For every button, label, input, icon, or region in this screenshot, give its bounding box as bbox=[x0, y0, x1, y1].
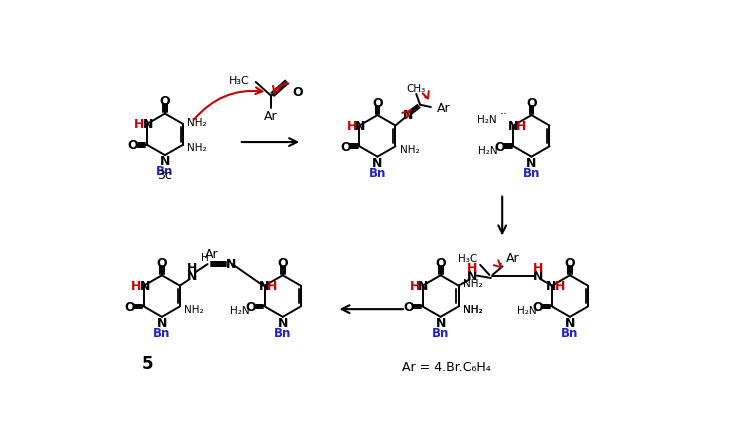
Text: N: N bbox=[159, 155, 170, 168]
Text: Bn: Bn bbox=[523, 166, 540, 179]
Text: O: O bbox=[565, 256, 575, 269]
Text: N: N bbox=[259, 279, 269, 293]
Text: O: O bbox=[128, 139, 139, 152]
Text: N: N bbox=[418, 279, 429, 293]
Text: N: N bbox=[277, 316, 288, 329]
Text: O: O bbox=[494, 141, 505, 154]
Text: H₂N: H₂N bbox=[478, 146, 498, 156]
Text: N: N bbox=[533, 270, 543, 283]
Text: H: H bbox=[516, 120, 526, 133]
Text: O: O bbox=[293, 86, 303, 99]
Text: NH₂: NH₂ bbox=[399, 144, 419, 154]
Text: Bn: Bn bbox=[432, 326, 449, 339]
Text: 3c: 3c bbox=[157, 168, 173, 181]
Text: N: N bbox=[565, 316, 575, 329]
Text: N: N bbox=[139, 279, 150, 293]
Text: Bn: Bn bbox=[369, 166, 386, 179]
Text: H: H bbox=[131, 279, 142, 293]
Text: Ar: Ar bbox=[264, 109, 278, 122]
Text: O: O bbox=[246, 300, 256, 313]
Text: Ar: Ar bbox=[204, 247, 218, 260]
Text: Bn: Bn bbox=[274, 326, 292, 339]
Text: NH₂: NH₂ bbox=[187, 143, 207, 153]
Text: Bn: Bn bbox=[156, 164, 173, 178]
Text: 5: 5 bbox=[142, 354, 154, 372]
Text: H: H bbox=[467, 261, 477, 274]
Text: H: H bbox=[533, 261, 543, 274]
Text: H: H bbox=[267, 279, 277, 293]
Text: N: N bbox=[546, 279, 556, 293]
Text: N: N bbox=[142, 118, 153, 131]
Text: H₂N: H₂N bbox=[517, 306, 537, 316]
Text: N: N bbox=[226, 257, 236, 270]
Text: O: O bbox=[340, 141, 351, 154]
Text: Ar: Ar bbox=[506, 252, 520, 264]
Text: NH₂: NH₂ bbox=[187, 117, 207, 127]
Text: Bn: Bn bbox=[154, 326, 170, 339]
Text: O: O bbox=[159, 95, 170, 108]
Text: N: N bbox=[355, 120, 365, 133]
Text: ··: ·· bbox=[500, 108, 508, 120]
Text: H₂N: H₂N bbox=[230, 306, 249, 316]
Text: H: H bbox=[201, 253, 209, 263]
Text: O: O bbox=[435, 256, 446, 269]
Text: NH₂: NH₂ bbox=[463, 279, 482, 289]
Text: H₃C: H₃C bbox=[458, 253, 477, 263]
Text: NH₂: NH₂ bbox=[463, 304, 482, 314]
Text: CH₃: CH₃ bbox=[407, 84, 426, 94]
Text: N: N bbox=[156, 316, 167, 329]
Text: O: O bbox=[156, 256, 168, 269]
Text: H: H bbox=[134, 118, 145, 131]
Text: H: H bbox=[410, 279, 420, 293]
Text: N: N bbox=[526, 156, 537, 169]
Text: N: N bbox=[508, 120, 518, 133]
Text: NH₂: NH₂ bbox=[184, 304, 204, 314]
Text: H: H bbox=[554, 279, 565, 293]
Text: N: N bbox=[187, 270, 197, 283]
Text: N: N bbox=[372, 156, 382, 169]
Text: O: O bbox=[404, 300, 414, 313]
Text: H: H bbox=[187, 261, 197, 274]
Text: NH₂: NH₂ bbox=[463, 304, 482, 314]
Text: O: O bbox=[372, 96, 383, 109]
Text: N: N bbox=[403, 109, 413, 122]
Text: N: N bbox=[467, 270, 477, 283]
Text: O: O bbox=[526, 96, 537, 109]
Text: H₃C: H₃C bbox=[229, 76, 249, 86]
Text: O: O bbox=[533, 300, 543, 313]
Text: Bn: Bn bbox=[562, 326, 579, 339]
Text: Ar: Ar bbox=[437, 101, 451, 114]
Text: O: O bbox=[277, 256, 288, 269]
Text: H: H bbox=[347, 120, 357, 133]
Text: H₂N: H₂N bbox=[477, 115, 497, 125]
Text: O: O bbox=[125, 300, 135, 313]
Text: N: N bbox=[435, 316, 446, 329]
Text: Ar = 4.Br.C₆H₄: Ar = 4.Br.C₆H₄ bbox=[402, 361, 491, 374]
